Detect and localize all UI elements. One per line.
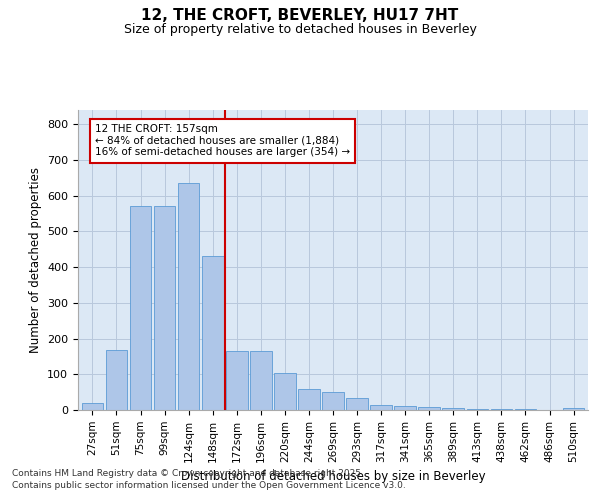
Text: Size of property relative to detached houses in Beverley: Size of property relative to detached ho… bbox=[124, 22, 476, 36]
Text: Contains public sector information licensed under the Open Government Licence v3: Contains public sector information licen… bbox=[12, 481, 406, 490]
Bar bbox=[178, 183, 199, 410]
Bar bbox=[467, 408, 488, 410]
Bar bbox=[202, 256, 224, 410]
Bar bbox=[394, 406, 416, 410]
Bar bbox=[370, 404, 392, 410]
Bar bbox=[298, 388, 320, 410]
Bar bbox=[106, 350, 127, 410]
Bar bbox=[154, 206, 175, 410]
Text: 12 THE CROFT: 157sqm
← 84% of detached houses are smaller (1,884)
16% of semi-de: 12 THE CROFT: 157sqm ← 84% of detached h… bbox=[95, 124, 350, 158]
Bar bbox=[442, 408, 464, 410]
Bar bbox=[274, 373, 296, 410]
Text: Contains HM Land Registry data © Crown copyright and database right 2025.: Contains HM Land Registry data © Crown c… bbox=[12, 468, 364, 477]
Bar bbox=[82, 403, 103, 410]
Bar bbox=[346, 398, 368, 410]
Bar bbox=[130, 206, 151, 410]
Bar bbox=[226, 351, 248, 410]
Bar bbox=[418, 407, 440, 410]
Bar bbox=[563, 408, 584, 410]
X-axis label: Distribution of detached houses by size in Beverley: Distribution of detached houses by size … bbox=[181, 470, 485, 483]
Bar bbox=[322, 392, 344, 410]
Y-axis label: Number of detached properties: Number of detached properties bbox=[29, 167, 41, 353]
Bar bbox=[491, 409, 512, 410]
Text: 12, THE CROFT, BEVERLEY, HU17 7HT: 12, THE CROFT, BEVERLEY, HU17 7HT bbox=[142, 8, 458, 22]
Bar bbox=[250, 351, 272, 410]
